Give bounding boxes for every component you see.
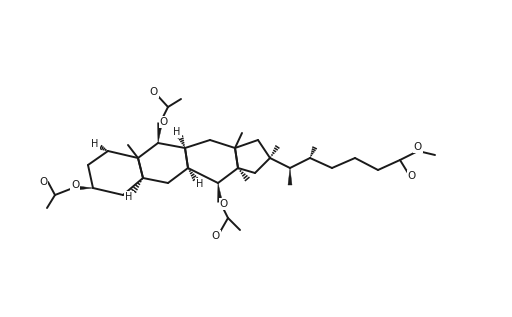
Text: O: O bbox=[414, 142, 422, 152]
Text: O: O bbox=[150, 87, 158, 97]
Polygon shape bbox=[288, 168, 292, 185]
Text: H: H bbox=[125, 192, 133, 202]
Text: O: O bbox=[212, 231, 220, 241]
Text: H: H bbox=[91, 139, 99, 149]
Text: H: H bbox=[196, 179, 204, 189]
Text: O: O bbox=[39, 177, 47, 187]
Text: O: O bbox=[408, 171, 416, 181]
Polygon shape bbox=[158, 123, 162, 143]
Text: O: O bbox=[160, 117, 168, 127]
Polygon shape bbox=[73, 185, 93, 191]
Text: O: O bbox=[71, 180, 79, 190]
Text: O: O bbox=[220, 199, 228, 209]
Text: H: H bbox=[174, 127, 181, 137]
Polygon shape bbox=[218, 183, 223, 202]
